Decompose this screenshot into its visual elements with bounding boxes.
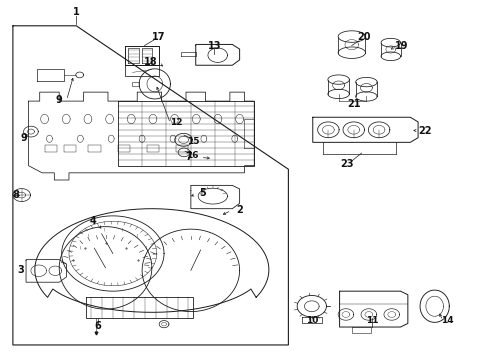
Text: 4: 4 [90, 216, 97, 226]
Text: 19: 19 [394, 41, 407, 50]
Text: 3: 3 [18, 265, 24, 275]
Text: 9: 9 [20, 133, 27, 143]
Text: 1: 1 [73, 7, 80, 17]
Text: 7: 7 [184, 152, 191, 162]
Text: 11: 11 [365, 316, 378, 325]
Text: |: | [121, 227, 122, 231]
Text: 12: 12 [170, 118, 182, 127]
Text: |: | [79, 245, 80, 249]
Text: |: | [136, 234, 138, 238]
Text: 10: 10 [305, 316, 317, 325]
Text: 2: 2 [236, 206, 243, 216]
Text: 23: 23 [340, 159, 353, 169]
Text: 20: 20 [357, 32, 370, 42]
Text: 18: 18 [143, 57, 157, 67]
Text: 9: 9 [56, 95, 62, 105]
Text: 5: 5 [199, 188, 206, 198]
Text: 6: 6 [95, 321, 102, 331]
Text: |: | [145, 245, 146, 249]
Text: 13: 13 [207, 41, 221, 50]
Text: 15: 15 [187, 138, 199, 147]
Text: 8: 8 [12, 190, 19, 200]
Text: 14: 14 [441, 316, 453, 325]
Text: |: | [103, 227, 104, 231]
Text: |: | [88, 234, 89, 238]
Text: 17: 17 [152, 32, 165, 42]
Text: 16: 16 [185, 152, 198, 161]
Text: 21: 21 [346, 99, 360, 109]
Text: 22: 22 [417, 126, 431, 135]
